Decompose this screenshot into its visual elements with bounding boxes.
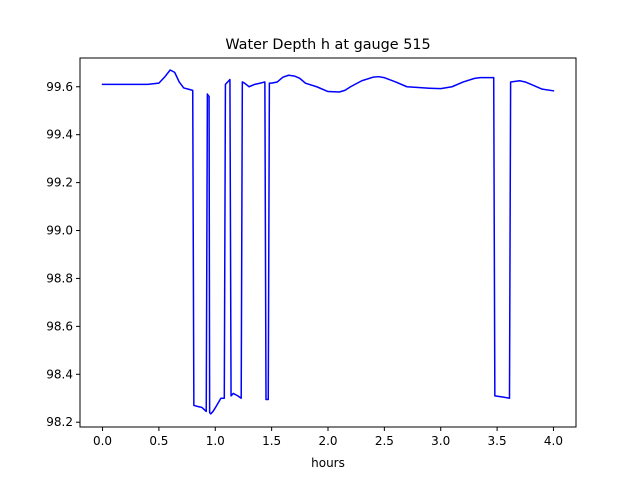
y-tick-label: 98.2 xyxy=(46,415,73,429)
x-tick-label: 0.0 xyxy=(93,434,112,448)
x-tick-label: 2.0 xyxy=(318,434,337,448)
y-axis-ticks: 98.2 98.4 98.6 98.8 99.0 99.2 99.4 99.6 xyxy=(46,80,80,429)
x-tick-label: 1.0 xyxy=(206,434,225,448)
y-tick-label: 99.6 xyxy=(46,80,73,94)
x-tick-label: 4.0 xyxy=(544,434,563,448)
chart-title: Water Depth h at gauge 515 xyxy=(225,37,430,53)
plot-area: 0.0 0.5 1.0 1.5 2.0 2.5 3.0 3.5 4.0 98.2 98.4 98.6… xyxy=(46,57,577,448)
x-tick-label: 2.5 xyxy=(375,434,394,448)
x-tick-label: 3.5 xyxy=(488,434,507,448)
x-tick-label: 3.0 xyxy=(431,434,450,448)
x-axis-label: hours xyxy=(311,456,345,470)
series-group xyxy=(101,69,555,415)
y-tick-label: 99.2 xyxy=(46,176,73,190)
x-tick-label: 1.5 xyxy=(262,434,281,448)
y-tick-label: 98.6 xyxy=(46,319,73,333)
y-tick-label: 99.4 xyxy=(46,128,73,142)
x-tick-label: 0.5 xyxy=(149,434,168,448)
y-tick-label: 99.0 xyxy=(46,224,73,238)
y-tick-label: 98.8 xyxy=(46,271,73,285)
series-line-0 xyxy=(101,69,555,415)
x-axis-ticks: 0.0 0.5 1.0 1.5 2.0 2.5 3.0 3.5 4.0 xyxy=(93,427,563,448)
y-tick-label: 98.4 xyxy=(46,367,73,381)
